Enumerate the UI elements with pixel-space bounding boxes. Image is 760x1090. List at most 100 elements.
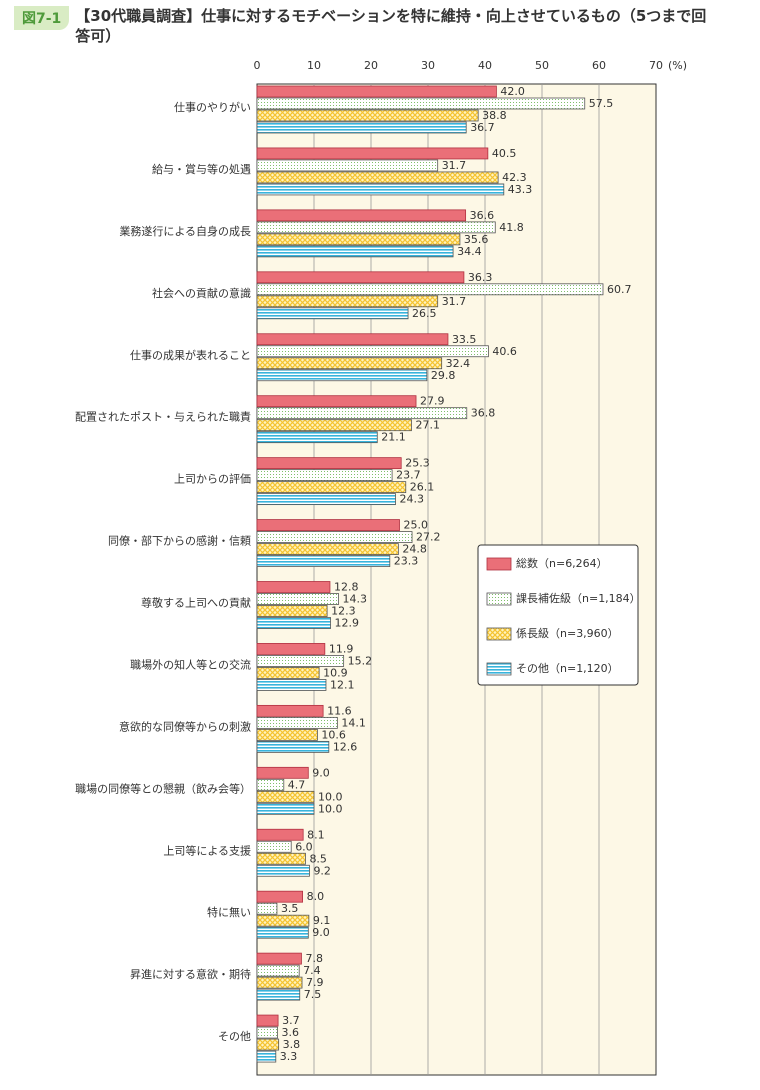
- category-label: 上司からの評価: [174, 472, 251, 486]
- bar: [256, 914, 310, 927]
- value-label: 8.0: [307, 890, 325, 903]
- value-label: 57.5: [589, 97, 614, 110]
- value-label: 3.5: [281, 902, 299, 915]
- value-label: 23.7: [396, 469, 421, 482]
- bar: [256, 543, 399, 555]
- bar: [256, 171, 499, 184]
- bar: [256, 97, 586, 110]
- bar: [256, 964, 300, 977]
- value-label: 24.3: [400, 493, 425, 506]
- bar: [256, 159, 439, 172]
- value-label: 42.3: [502, 171, 527, 184]
- bar: [256, 295, 439, 308]
- value-label: 4.7: [288, 778, 306, 791]
- category-label: 仕事の成果が表れること: [130, 348, 251, 362]
- category-label: 昇進に対する意欲・期待: [130, 967, 251, 981]
- category-label: 仕事のやりがい: [174, 100, 251, 114]
- bar: [256, 988, 301, 1001]
- x-tick-label: 30: [421, 59, 435, 72]
- bar: [256, 419, 412, 432]
- category-label: 同僚・部下からの感謝・信頼: [108, 534, 251, 548]
- bar: [256, 431, 378, 444]
- value-label: 7.9: [306, 976, 324, 989]
- value-label: 11.9: [329, 642, 354, 655]
- x-tick-label: 50: [535, 59, 549, 72]
- figure-label: 図7-1: [14, 6, 70, 30]
- header: 図7-1 【30代職員調査】仕事に対するモチベーションを特に維持・向上させている…: [14, 6, 734, 46]
- value-label: 42.0: [500, 85, 525, 98]
- value-label: 9.0: [312, 766, 330, 779]
- value-label: 9.0: [312, 926, 330, 939]
- bar: [256, 890, 303, 903]
- bar: [256, 233, 461, 246]
- value-label: 10.9: [323, 666, 348, 679]
- bar: [256, 740, 330, 753]
- value-label: 14.1: [341, 716, 366, 729]
- bar: [256, 667, 320, 679]
- value-label: 9.2: [313, 864, 331, 877]
- value-label: 36.6: [470, 209, 495, 222]
- value-label: 43.3: [508, 183, 533, 196]
- x-tick-label: 40: [478, 59, 492, 72]
- value-label: 10.0: [318, 802, 343, 815]
- bar: [256, 307, 409, 320]
- bar: [256, 679, 327, 691]
- bar: [256, 790, 315, 803]
- bar: [256, 457, 402, 470]
- bar: [256, 357, 443, 370]
- category-label: 意欲的な同僚等からの刺激: [119, 719, 251, 733]
- bar: [256, 605, 328, 617]
- value-label: 40.6: [492, 345, 517, 358]
- legend-label: 係長級（n=3,960）: [516, 627, 619, 640]
- x-tick-label: 60: [592, 59, 606, 72]
- bar: [256, 283, 604, 296]
- value-label: 38.8: [482, 109, 507, 122]
- value-label: 12.9: [335, 617, 360, 630]
- value-label: 31.7: [442, 159, 467, 172]
- bar: [256, 369, 428, 382]
- x-tick-label: 10: [307, 59, 321, 72]
- category-label: 社会への貢献の意識: [152, 286, 251, 300]
- chart-title: 【30代職員調査】仕事に対するモチベーションを特に維持・向上させているもの（5つ…: [75, 7, 707, 45]
- bar: [256, 902, 278, 915]
- value-label: 27.9: [420, 395, 445, 408]
- bar: [256, 581, 331, 593]
- value-label: 10.6: [321, 728, 346, 741]
- bar: [256, 617, 331, 629]
- bar: [256, 183, 505, 196]
- value-label: 32.4: [446, 357, 471, 370]
- category-label: 給与・賞与等の処遇: [152, 162, 251, 176]
- x-tick-label: 70: [649, 59, 663, 72]
- value-label: 35.6: [464, 233, 489, 246]
- value-label: 8.5: [309, 852, 327, 865]
- category-label: 特に無い: [207, 905, 251, 919]
- value-label: 60.7: [607, 283, 632, 296]
- value-label: 12.1: [330, 678, 355, 691]
- bar: [256, 1026, 278, 1039]
- bar: [256, 271, 465, 284]
- bar: [256, 802, 315, 815]
- bar: [256, 828, 304, 841]
- value-label: 9.1: [313, 914, 331, 927]
- value-label: 40.5: [492, 147, 516, 160]
- bar: [256, 952, 302, 965]
- bar: [256, 976, 303, 989]
- value-label: 36.3: [468, 271, 493, 284]
- bar: [256, 85, 497, 98]
- bar: [256, 147, 489, 160]
- value-label: 6.0: [295, 840, 313, 853]
- value-label: 7.8: [305, 952, 323, 965]
- value-label: 10.0: [318, 790, 343, 803]
- value-label: 12.3: [331, 605, 356, 618]
- value-label: 7.5: [304, 988, 322, 1001]
- value-label: 3.3: [280, 1050, 298, 1063]
- legend-swatch: [486, 627, 512, 641]
- value-label: 3.7: [282, 1014, 300, 1027]
- bar: [256, 728, 318, 741]
- value-label: 23.3: [394, 555, 419, 568]
- bar: [256, 395, 417, 408]
- bar: [256, 1050, 277, 1063]
- bar: [256, 345, 489, 358]
